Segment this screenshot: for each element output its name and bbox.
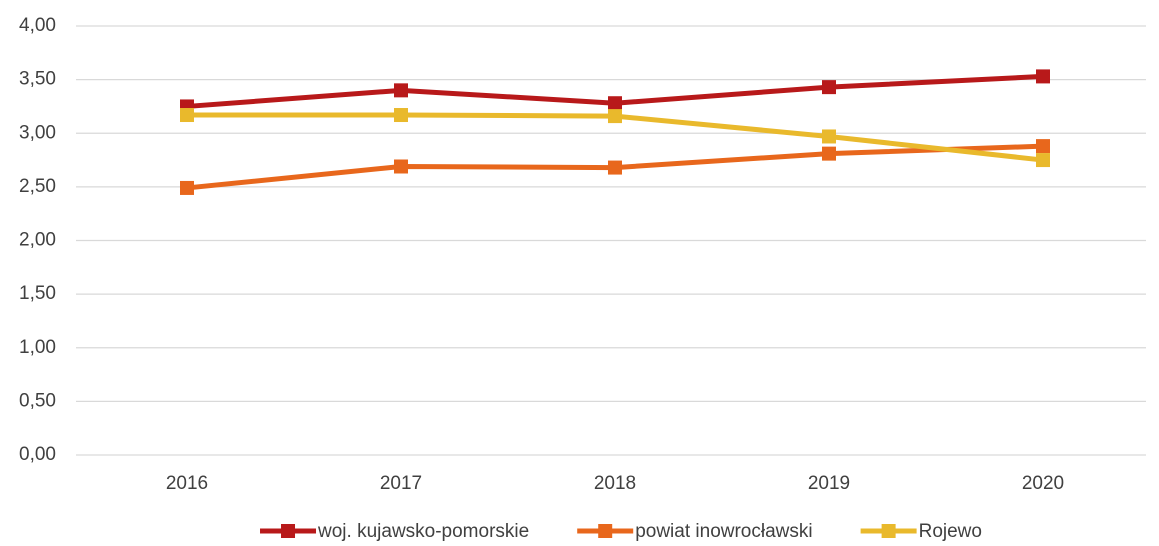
marker — [1036, 139, 1050, 154]
x-tick-label: 2016 — [166, 473, 208, 494]
marker — [180, 108, 194, 123]
marker — [822, 146, 836, 161]
legend-marker — [281, 524, 296, 538]
legend-label: powiat inowrocławski — [635, 521, 812, 542]
x-tick-label: 2019 — [808, 473, 850, 494]
marker — [822, 129, 836, 144]
x-tick-label: 2018 — [594, 473, 636, 494]
marker — [822, 80, 836, 95]
marker — [1036, 153, 1050, 168]
x-tick-label: 2020 — [1022, 473, 1064, 494]
marker — [394, 83, 408, 98]
marker — [394, 108, 408, 123]
legend: woj. kujawsko-pomorskie powiat inowrocław… — [260, 521, 982, 542]
marker — [608, 96, 622, 111]
legend-marker — [881, 524, 896, 538]
y-tick-label: 2,00 — [19, 230, 56, 251]
x-tick-label: 2017 — [380, 473, 422, 494]
legend-item: woj. kujawsko-pomorskie — [260, 521, 529, 542]
legend-item: Rojewo — [860, 521, 982, 542]
legend-label: woj. kujawsko-pomorskie — [317, 521, 529, 542]
y-tick-label: 0,00 — [19, 444, 56, 465]
marker — [180, 180, 194, 195]
legend-item: powiat inowrocławski — [577, 521, 813, 542]
y-tick-label: 2,50 — [19, 176, 56, 197]
y-tick-label: 1,50 — [19, 283, 56, 304]
marker — [1036, 69, 1050, 84]
legend-label: Rojewo — [919, 521, 982, 542]
y-tick-label: 4,00 — [19, 15, 56, 36]
y-tick-label: 1,00 — [19, 337, 56, 358]
marker — [608, 109, 622, 124]
marker — [608, 160, 622, 175]
y-tick-label: 3,00 — [19, 122, 56, 143]
y-tick-label: 0,50 — [19, 390, 56, 411]
y-tick-label: 3,50 — [19, 69, 56, 90]
legend-marker — [598, 524, 613, 538]
marker — [394, 159, 408, 174]
